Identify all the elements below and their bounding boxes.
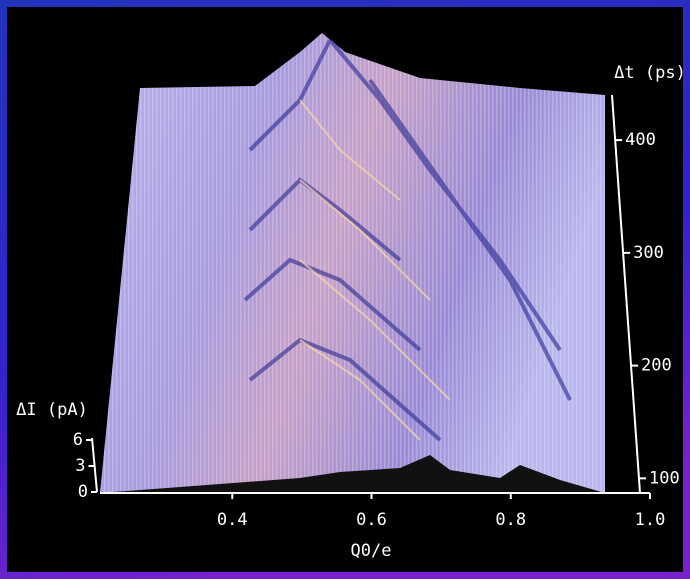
y-tick-label: 200 (641, 356, 672, 376)
y-tick-label: 100 (649, 468, 680, 488)
x-tick-label: 0.6 (356, 510, 387, 530)
x-axis-label: Q0/e (351, 541, 392, 561)
z-tick-label: 6 (73, 430, 83, 450)
x-tick-label: 0.4 (217, 510, 248, 530)
surface (100, 33, 605, 493)
y-tick-label: 300 (633, 243, 664, 263)
z-tick-label: 0 (78, 482, 88, 502)
x-tick-label: 1.0 (635, 510, 666, 530)
x-tick-label: 0.8 (495, 510, 526, 530)
y-axis-label: Δt (ps) (614, 63, 686, 83)
chart: 0.4 0.6 0.8 1.0 Q0/e 100 200 300 400 Δt (ps) 0 3 6 ΔI… (0, 0, 690, 579)
z-axis-label: ΔI (pA) (16, 400, 88, 420)
z-tick-label: 3 (75, 456, 85, 476)
y-tick-label: 400 (625, 130, 656, 150)
